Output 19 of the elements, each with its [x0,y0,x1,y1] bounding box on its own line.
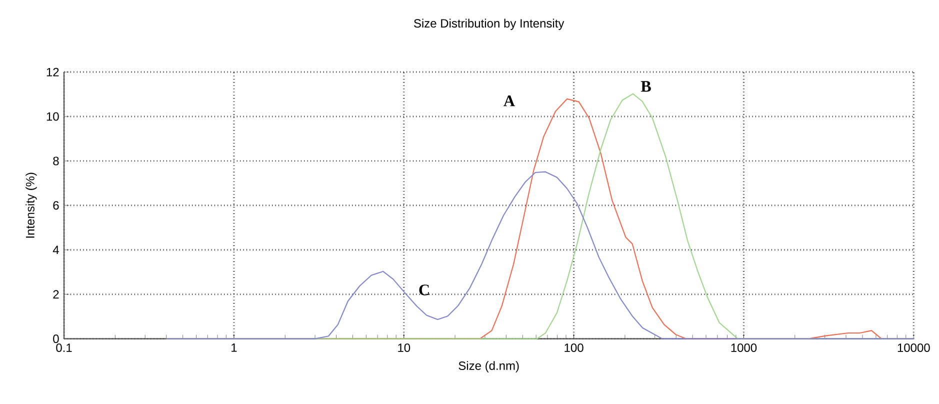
y-tick-label: 8 [53,156,59,166]
x-axis-title: Size (d.nm) [458,361,519,372]
x-tick-label: 0.1 [56,343,72,352]
x-tick-label: 100 [564,343,584,352]
x-tick-label: 1 [232,343,237,352]
y-tick-label: 2 [53,290,59,298]
y-tick-label: 4 [52,246,59,254]
y-tick-label: 0 [53,334,59,343]
y-tick-label: 10 [46,112,59,121]
annotation: B [640,81,651,92]
y-axis-title: Intensity (%) [26,172,37,238]
y-tick-label: 6 [53,201,59,210]
y-tick-label: 12 [46,68,59,76]
x-tick-label: 10000 [898,343,930,352]
x-tick-label: 1000 [731,343,757,352]
annotation: C [419,284,429,296]
chart-title: Size Distribution by Intensity [414,18,564,30]
x-tick-label: 10 [398,343,410,352]
annotation: A [504,95,515,106]
